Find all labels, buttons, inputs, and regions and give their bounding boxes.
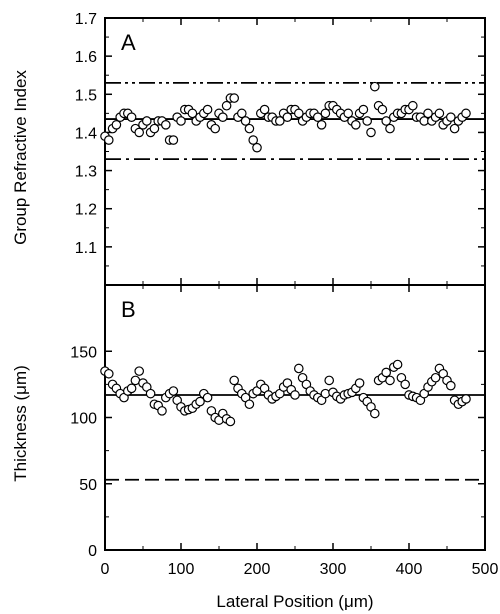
x-axis-title: Lateral Position (μm) <box>216 592 373 611</box>
data-point <box>434 108 445 119</box>
plot-frame <box>104 284 486 551</box>
data-point <box>240 116 251 126</box>
x-tick-label: 100 <box>168 561 195 578</box>
data-point <box>248 135 258 145</box>
data-point <box>293 108 304 119</box>
data-point <box>157 406 167 416</box>
data-point <box>142 116 152 126</box>
data-point <box>259 104 270 115</box>
y-tick-label: 1.6 <box>75 49 97 66</box>
data-point <box>161 120 171 130</box>
data-point <box>134 366 144 376</box>
plot-frame <box>104 17 486 286</box>
data-point <box>195 396 205 407</box>
data-point <box>244 399 255 410</box>
data-point <box>362 116 372 126</box>
data-point <box>377 104 388 115</box>
x-tick-label: 0 <box>101 561 110 578</box>
panel-a: 1.1 1.2 1.3 1.4 1.5 1.6 1.7 A Group Refractive I… <box>11 11 486 286</box>
data-point <box>168 386 179 396</box>
data-point <box>126 383 137 394</box>
data-point <box>366 127 376 138</box>
panel-label: A <box>121 30 136 55</box>
y-tick-label: 1.3 <box>75 164 97 181</box>
data-point <box>369 408 380 419</box>
data-point <box>324 375 334 386</box>
data-point <box>221 100 232 111</box>
y-tick-label: 1.4 <box>75 125 97 142</box>
data-point <box>218 112 228 122</box>
data-point <box>237 108 247 119</box>
data-point <box>392 359 403 370</box>
data-point <box>430 372 441 383</box>
data-point <box>461 394 471 404</box>
data-point <box>104 368 114 379</box>
data-point <box>229 93 239 103</box>
x-tick-label: 300 <box>320 561 347 578</box>
data-point <box>350 120 361 130</box>
data-point <box>104 135 114 145</box>
data-point <box>202 104 213 115</box>
data-point <box>293 363 304 374</box>
data-point <box>381 367 391 378</box>
data-point <box>445 380 456 391</box>
data-point <box>149 123 160 134</box>
y-tick-label: 50 <box>79 477 97 494</box>
data-point <box>252 142 262 153</box>
y-tick-label: 1.5 <box>75 87 97 104</box>
data-point <box>358 104 369 115</box>
data-point <box>385 123 395 134</box>
data-point <box>381 116 391 126</box>
data-point <box>210 123 220 134</box>
data-point <box>369 81 380 92</box>
y-axis-title: Group Refractive Index <box>11 70 30 245</box>
data-point <box>274 116 285 126</box>
data-point <box>312 112 323 122</box>
panel-b: 0 50 100 150 0 100 200 300 400 500 B Thickness (μm)… <box>11 284 499 611</box>
y-tick-label: 1.2 <box>75 202 97 219</box>
data-point <box>202 392 213 403</box>
panel-label: B <box>121 297 136 322</box>
data-point <box>400 379 410 390</box>
data-point <box>168 135 179 145</box>
data-point <box>111 120 122 130</box>
data-point <box>343 108 353 119</box>
data-point <box>316 120 327 130</box>
data-point <box>320 388 331 399</box>
data-point <box>187 108 198 119</box>
y-tick-label: 100 <box>70 411 97 428</box>
y-tick-label: 1.1 <box>75 240 97 257</box>
data-point <box>461 108 471 119</box>
y-axis-title: Thickness (μm) <box>11 365 30 482</box>
y-tick-label: 0 <box>88 543 97 560</box>
y-tick-label: 1.7 <box>75 11 97 28</box>
data-point <box>229 375 239 386</box>
data-point <box>320 108 331 119</box>
data-point <box>126 112 137 122</box>
data-point <box>354 378 365 388</box>
data-point <box>449 123 460 134</box>
data-point <box>407 100 418 111</box>
data-point <box>176 116 186 126</box>
data-point <box>244 123 255 134</box>
x-tick-label: 200 <box>244 561 271 578</box>
y-tick-label: 150 <box>70 344 97 361</box>
data-point <box>225 416 236 427</box>
data-point <box>134 127 144 138</box>
data-point <box>290 390 300 400</box>
data-point <box>385 375 395 386</box>
data-point <box>423 108 433 119</box>
data-point <box>145 388 156 399</box>
data-point <box>282 112 293 122</box>
x-tick-label: 400 <box>396 561 423 578</box>
x-tick-label: 500 <box>472 561 499 578</box>
data-point <box>445 112 456 122</box>
